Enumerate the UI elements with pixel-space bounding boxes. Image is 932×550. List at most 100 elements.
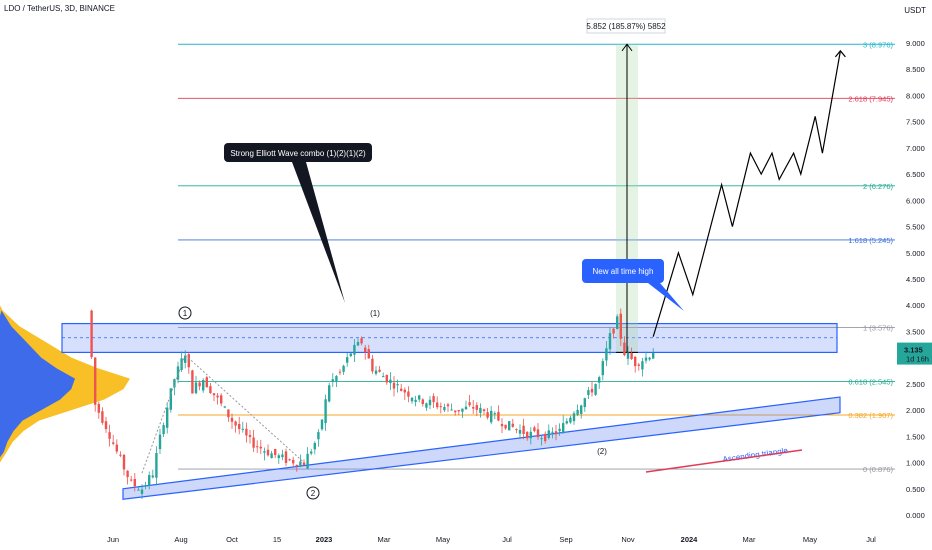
candle-body [648,357,651,360]
candle-body [202,380,205,391]
candle-body [328,385,331,402]
candle-body [94,357,97,405]
fib-levels: 0 (0.876) 0.382 (1.907) 0.618 (2.545) 1 (3.… [178,40,895,474]
candle-body [565,421,568,424]
chart-title: LDO / TetherUS, 3D, BINANCE [4,4,115,13]
candle-body [594,384,597,395]
wave-1-paren-label: (1) [370,309,380,318]
candle-body [641,361,644,370]
candle-body [644,357,648,361]
candle-body [547,430,550,438]
fib-label: 0.382 (1.907) [848,411,893,420]
y-tick-label: 3.500 [906,327,925,336]
x-tick-label: May [436,535,450,544]
candle-body [605,348,608,361]
candle-body [580,405,583,414]
x-tick-label: Mar [378,535,391,544]
measure-label: 5.852 (185.87%) 5852 [586,22,666,31]
candle-body [612,328,615,334]
y-tick-label: 1.000 [906,459,925,468]
candle-body [137,489,140,491]
x-tick-label: Jul [866,535,876,544]
candle-body [317,432,320,440]
candle-body [472,407,475,409]
candle-body [382,376,385,378]
y-tick-label: 5.500 [906,223,925,232]
wave-2-circle [306,486,320,500]
candle-body [482,409,486,411]
candle-body [425,403,428,408]
candle-body [198,382,201,387]
candle-body [421,399,424,405]
y-tick-label: 8.500 [906,65,925,74]
candle-body [342,365,345,372]
y-tick-label: 7.500 [906,118,925,127]
candle-body [166,407,169,428]
candle-body [428,399,432,406]
candle-body [324,399,327,424]
candle-body [518,429,522,434]
candle-body [508,421,511,431]
candle-body [576,409,579,415]
elliott-callout-text: Strong Elliott Wave combo (1)(2)(1)(2) [230,149,366,158]
y-tick-label: 5.000 [906,249,925,258]
x-tick-label: Oct [226,535,239,544]
candle-body [320,419,324,430]
x-tick-label: Jul [502,535,512,544]
candle-body [256,446,259,448]
wave-2-label: 2 [311,489,316,498]
candle-body [259,446,262,449]
candle-body [464,406,468,410]
candle-body [522,425,525,434]
last-price-countdown: 1d 16h [906,355,929,364]
candle-body [371,358,374,372]
candle-body [389,379,392,384]
candle-body [608,333,612,350]
candle-body [119,454,122,456]
x-tick-label: Sep [559,535,572,544]
candle-body [180,358,183,370]
candle-body [209,386,212,394]
wave-1-label: 1 [183,309,188,318]
ath-callout-text: New all time high [593,267,654,276]
x-tick-label: 2023 [316,535,333,544]
candle-body [616,316,619,329]
candle-body [338,371,342,373]
candle-body [400,388,403,391]
candle-body [212,393,216,396]
candle-body [133,478,136,487]
candle-body [266,449,270,456]
wave-dotted-up [141,354,186,474]
candle-body [623,342,626,356]
candle-body [241,428,244,430]
candle-body [292,459,295,464]
x-tick-label: 15 [273,535,281,544]
triangle-label: Ascending triangle [722,446,789,464]
candle-body [148,475,151,486]
candle-body [410,397,414,402]
candle-body [356,341,360,346]
candle-body [414,399,417,403]
candle-body [151,475,154,478]
y-tick-label: 8.000 [906,91,925,100]
candle-body [403,389,406,393]
candle-body [385,375,388,383]
candle-body [248,435,252,437]
candle-body [101,411,104,423]
fib-label: 1.618 (5.245) [848,236,893,245]
candle-body [295,464,298,466]
candle-body [540,438,543,440]
candle-body [274,449,277,456]
candle-body [526,432,529,439]
measure-label-box [586,18,666,34]
candle-body [587,390,590,396]
candle-body [461,408,464,412]
x-tick-label: May [803,535,817,544]
candle-body [529,431,532,439]
volume-profile [0,305,130,463]
candle-body [335,376,338,382]
candle-body [418,395,421,400]
candle-body [245,428,248,436]
candle-body [436,402,439,408]
